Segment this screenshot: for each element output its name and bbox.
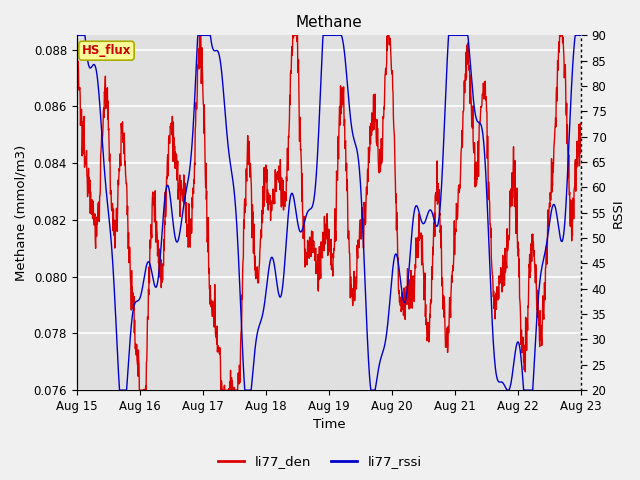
Title: Methane: Methane: [296, 15, 362, 30]
Legend: li77_den, li77_rssi: li77_den, li77_rssi: [212, 450, 428, 473]
Y-axis label: Methane (mmol/m3): Methane (mmol/m3): [15, 144, 28, 281]
Text: HS_flux: HS_flux: [82, 44, 131, 57]
Y-axis label: RSSI: RSSI: [612, 198, 625, 228]
X-axis label: Time: Time: [313, 419, 345, 432]
